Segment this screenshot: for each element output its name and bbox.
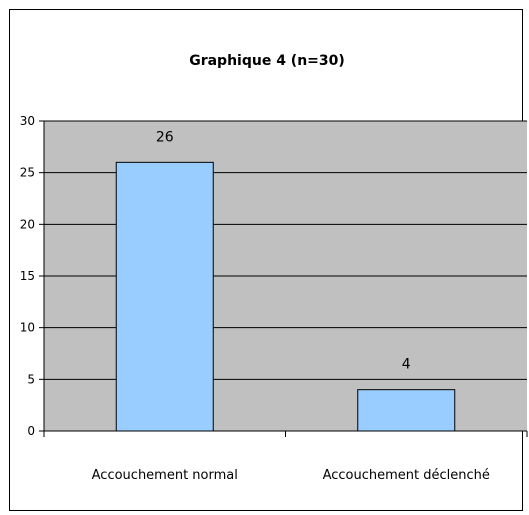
bar <box>115 161 214 432</box>
x-category-label: Accouchement déclenché <box>323 468 490 483</box>
y-tick-label: 10 <box>20 321 35 335</box>
x-category-label: Accouchement normal <box>92 468 238 483</box>
data-label: 26 <box>156 129 174 145</box>
y-tick-label: 20 <box>20 217 35 231</box>
data-label: 4 <box>402 357 411 373</box>
y-tick-label: 30 <box>20 114 35 128</box>
y-tick-label: 5 <box>27 372 35 386</box>
bar <box>357 389 456 432</box>
y-tick-label: 25 <box>20 166 35 180</box>
y-tick-label: 0 <box>27 424 35 438</box>
chart-title: Graphique 4 (n=30) <box>189 53 345 69</box>
y-tick-label: 15 <box>20 269 35 283</box>
